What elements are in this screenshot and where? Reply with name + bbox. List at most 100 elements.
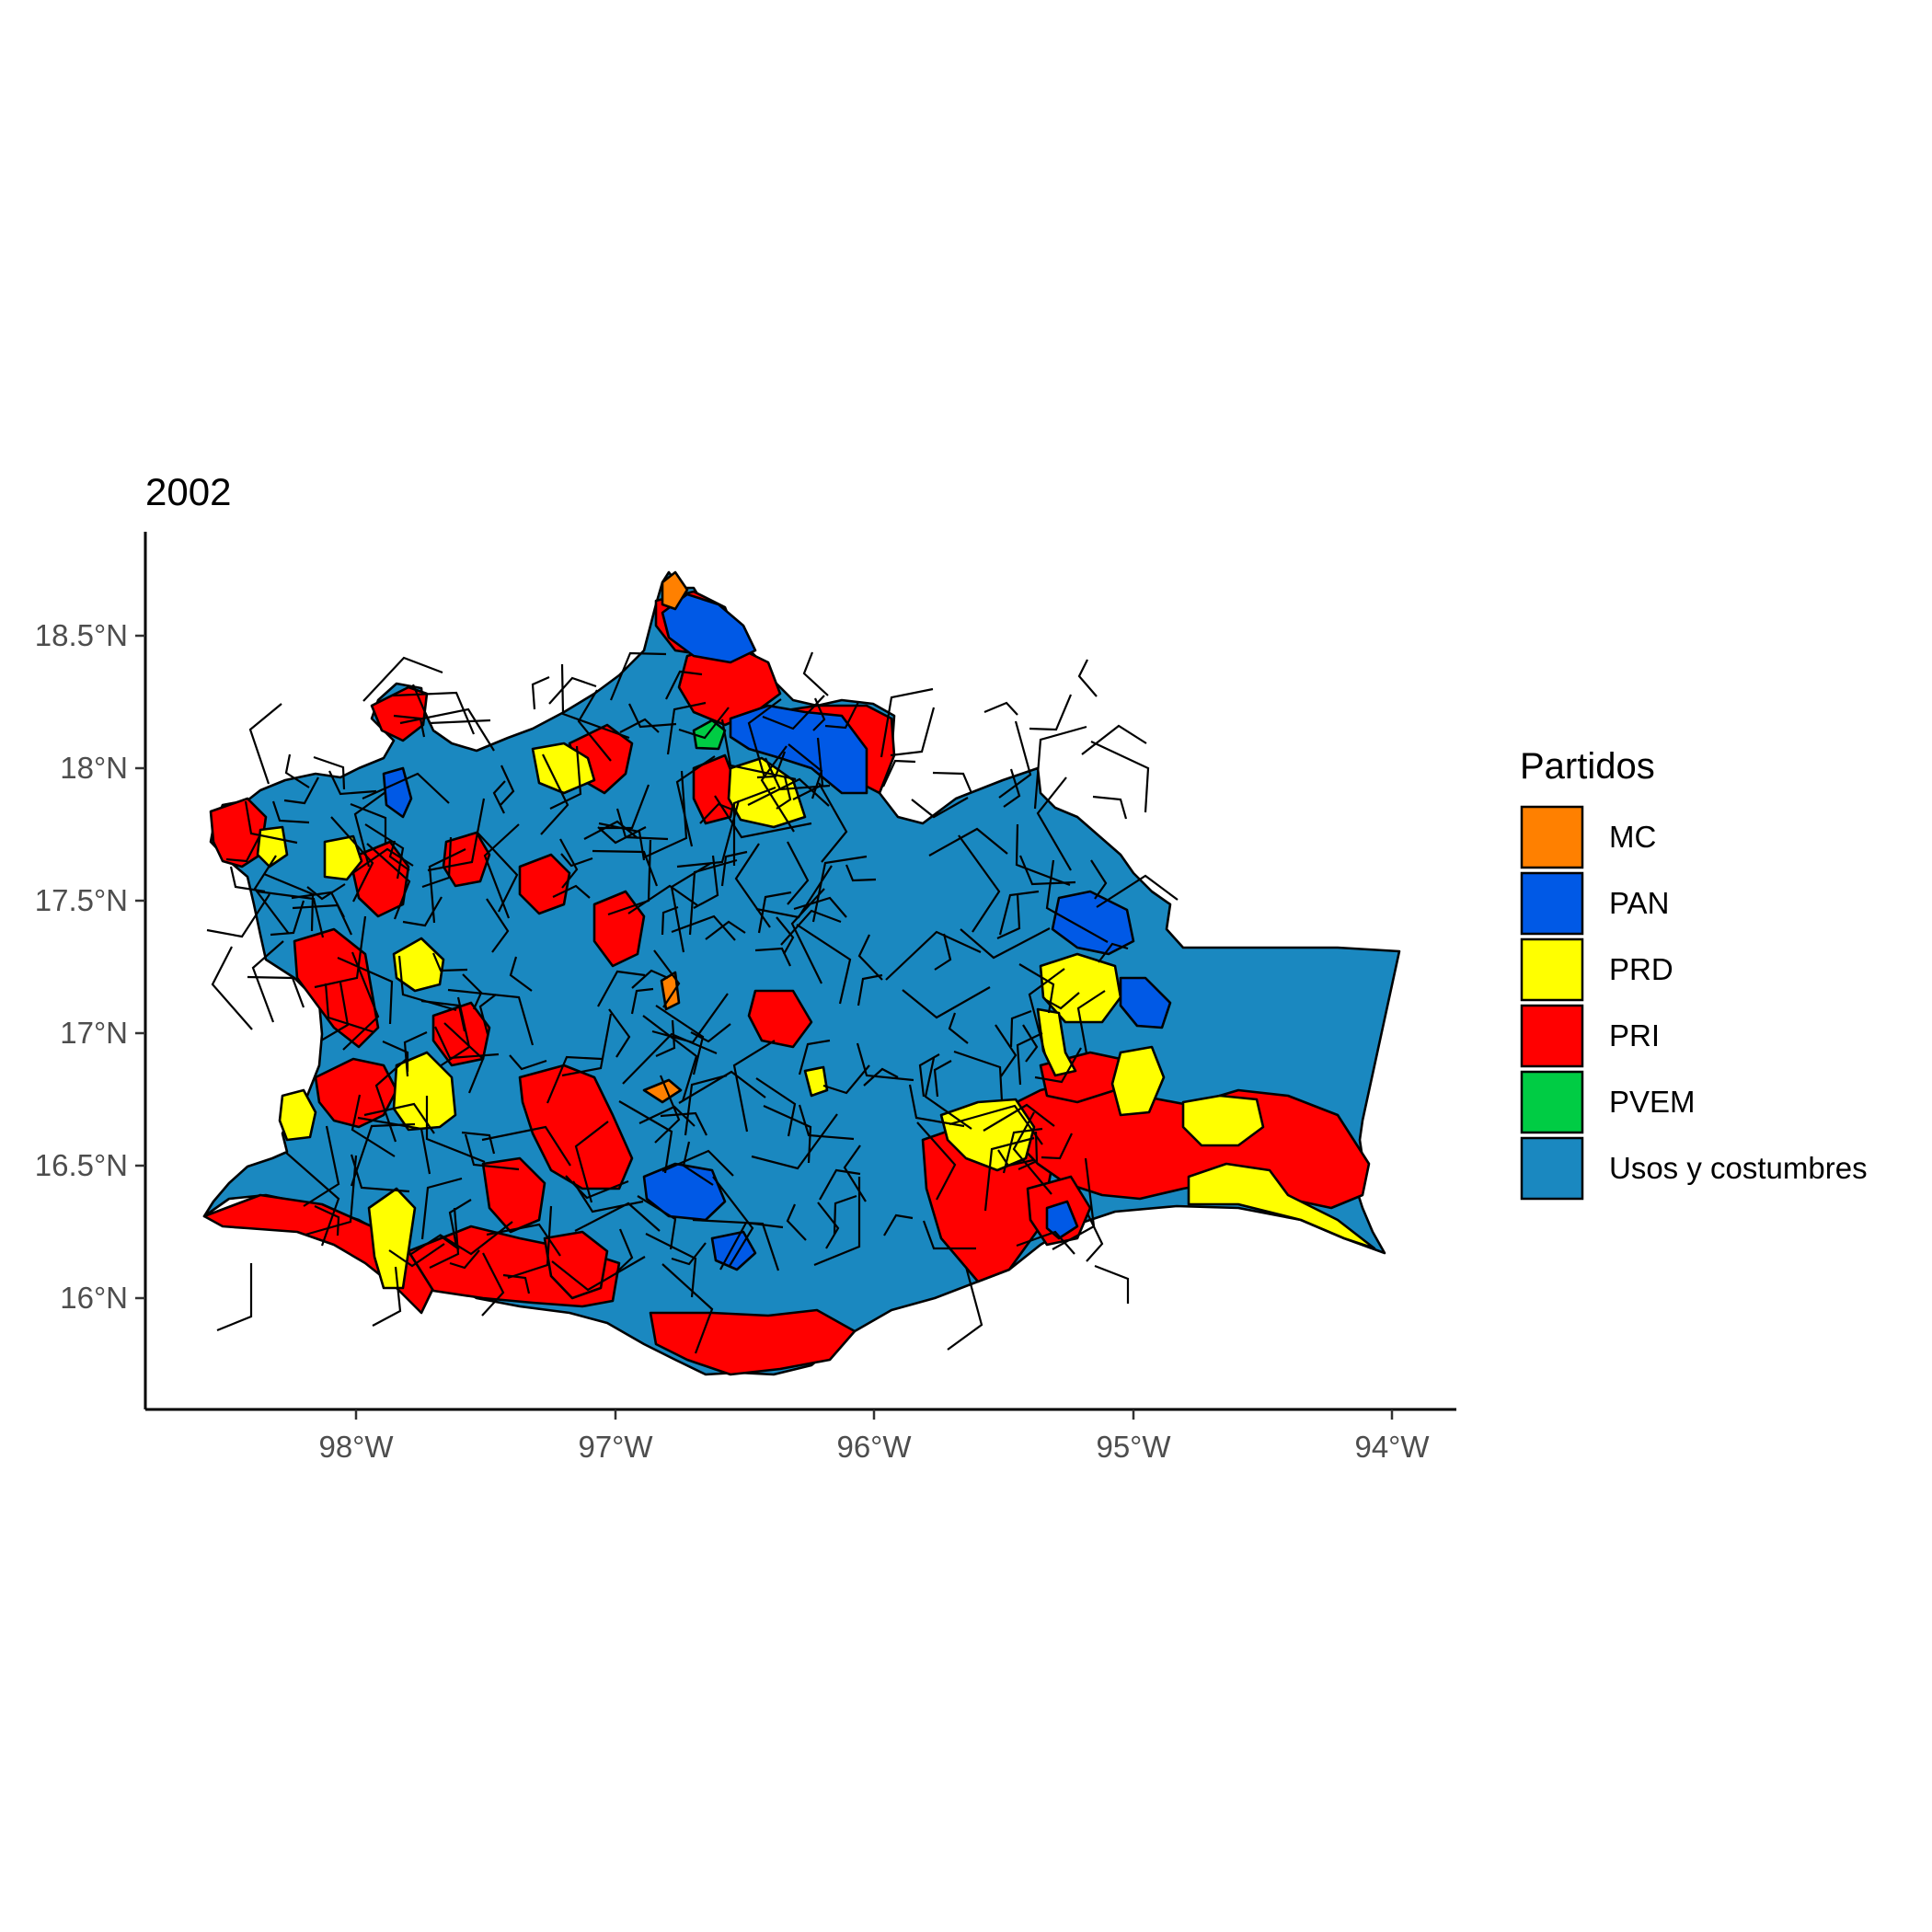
x-axis-ticks: 98°W 97°W 96°W 95°W 94°W <box>318 1409 1430 1464</box>
municipality-boundary-line <box>372 1266 402 1327</box>
municipality-boundary-line <box>833 1194 857 1236</box>
municipality-boundary-line <box>427 798 486 872</box>
municipality-boundary-line <box>1015 823 1071 887</box>
municipality-boundary-line <box>622 1032 718 1085</box>
municipality-boundary-line <box>421 836 453 889</box>
municipality-boundary-line <box>434 1026 500 1060</box>
municipality-boundary-line <box>561 1013 613 1077</box>
municipality-boundary-line <box>934 933 952 971</box>
municipality-boundary-line <box>666 701 707 755</box>
municipality-pri <box>202 1193 435 1315</box>
municipality-boundary-line <box>776 916 795 955</box>
municipality-boundary-line <box>1016 1032 1043 1086</box>
municipality-boundary-line <box>337 956 394 1025</box>
municipality-boundary-line <box>642 1015 698 1102</box>
municipality-boundary-line <box>958 834 1001 933</box>
municipality-boundary-line <box>856 1042 914 1082</box>
municipality-boundary-line <box>211 946 253 1030</box>
legend-label: PVEM <box>1609 1085 1696 1119</box>
municipality-pan <box>1119 976 1172 1029</box>
municipality-boundary-line <box>420 1177 463 1240</box>
municipality-boundary-line <box>949 1104 1043 1145</box>
municipality-boundary-line <box>1096 874 1179 908</box>
municipality-prd <box>1181 1094 1265 1147</box>
oaxaca-municipality-map <box>202 570 1401 1376</box>
municipality-boundary-line <box>428 848 466 924</box>
municipality-boundary-line <box>798 1039 831 1075</box>
municipality-boundary-line <box>443 1022 485 1094</box>
municipality-boundary-line <box>818 782 848 863</box>
municipality-boundary-line <box>883 1213 914 1236</box>
municipality-boundary-line <box>802 651 829 696</box>
municipality-pri <box>293 927 380 1049</box>
municipality-pri <box>209 797 268 868</box>
municipality-boundary-line <box>813 1177 861 1267</box>
municipality-boundary-line <box>320 982 350 1041</box>
y-tick-label: 17.5°N <box>35 883 128 917</box>
municipality-boundary-line <box>353 791 386 868</box>
municipality-boundary-line <box>684 1074 728 1136</box>
municipality-boundary-line <box>481 1252 505 1317</box>
municipality-boundary-line <box>374 1057 408 1143</box>
municipality-boundary-line <box>362 772 450 804</box>
municipality-boundary-line <box>911 797 969 819</box>
municipality-boundary-line <box>1092 795 1128 820</box>
municipality-boundary-line <box>248 703 282 785</box>
municipality-boundary-line <box>598 822 646 861</box>
municipality-pri <box>518 853 571 915</box>
municipality-boundary-line <box>661 905 679 936</box>
municipality-boundary-line <box>481 1125 571 1167</box>
municipality-prd <box>367 1187 417 1290</box>
municipality-boundary-line <box>682 1141 714 1186</box>
municipality-boundary-line <box>229 866 266 893</box>
municipality-boundary-line <box>688 858 738 936</box>
municipality-boundary-line <box>890 707 936 757</box>
municipality-boundary-line <box>693 855 719 909</box>
municipality-boundary-line <box>788 743 823 799</box>
municipality-boundary-line <box>225 835 260 863</box>
municipality-boundary-line <box>507 1205 553 1280</box>
municipality-boundary-line <box>631 969 669 989</box>
municipality-boundary-line <box>983 1136 1035 1212</box>
municipality-prd <box>278 1088 317 1142</box>
municipality-boundary-line <box>461 1131 496 1155</box>
municipality-boundary-line <box>845 864 877 882</box>
municipality-boundary-line <box>257 890 325 938</box>
municipality-boundary-line <box>216 1263 253 1332</box>
municipality-pri <box>481 1156 546 1234</box>
municipality-boundary-line <box>997 1149 1034 1167</box>
municipality-boundary-line <box>247 975 305 1008</box>
municipality-boundary-line <box>551 1256 646 1292</box>
municipality-boundary-line <box>732 1040 776 1133</box>
municipality-pan <box>642 1162 727 1222</box>
municipality-boundary-line <box>720 850 748 887</box>
municipality-boundary-line <box>660 1111 707 1136</box>
legend-swatch-mc <box>1520 805 1584 869</box>
municipality-boundary-line <box>908 1084 965 1128</box>
municipality-boundary-line <box>645 1233 697 1298</box>
municipality-boundary-line <box>399 707 495 752</box>
municipality-boundary-line <box>314 915 367 989</box>
y-tick-label: 18.5°N <box>35 618 128 652</box>
municipality-prd <box>1110 1045 1166 1117</box>
municipality-boundary-line <box>429 1207 460 1269</box>
municipality-boundary-line <box>607 839 652 916</box>
municipality-boundary-line <box>747 698 782 778</box>
municipality-boundary-line <box>431 952 468 972</box>
municipality-boundary-line <box>983 1103 1055 1132</box>
municipality-boundary-line <box>1018 963 1055 1014</box>
legend-title: Partidos <box>1520 746 1655 787</box>
municipality-boundary-line <box>546 1055 603 1104</box>
municipality-pri <box>518 1064 634 1190</box>
municipality-boundary-line <box>314 1205 340 1236</box>
y-tick-label: 17°N <box>60 1016 128 1050</box>
municipality-boundary-line <box>397 955 457 1012</box>
municipality-boundary-line <box>947 1266 983 1351</box>
municipality-boundary-line <box>540 753 569 835</box>
municipality-boundary-line <box>592 849 659 887</box>
municipality-boundary-line <box>1045 859 1109 943</box>
municipality-boundary-line <box>597 970 646 1007</box>
municipality-boundary-line <box>796 924 852 1005</box>
municipality-boundary-line <box>755 1077 797 1137</box>
municipality-boundary-line <box>303 1125 340 1207</box>
